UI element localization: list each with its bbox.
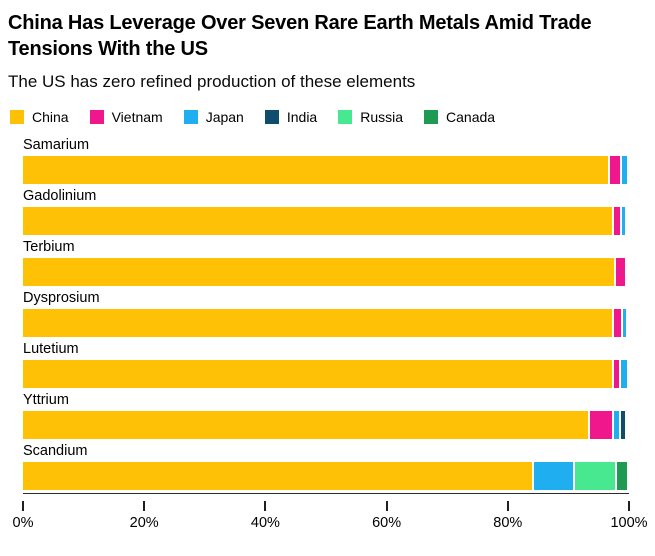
bar-segment-japan bbox=[613, 410, 620, 439]
legend: China Vietnam Japan India Russia Canada bbox=[10, 109, 647, 125]
legend-label-vietnam: Vietnam bbox=[111, 108, 163, 125]
bar-segment-japan bbox=[622, 155, 627, 184]
axis-tick bbox=[22, 500, 24, 511]
legend-label-china: China bbox=[32, 108, 69, 125]
row-label-samarium: Samarium bbox=[23, 136, 90, 153]
legend-item-india: India bbox=[264, 108, 318, 125]
legend-swatch-japan bbox=[183, 109, 198, 124]
bar-segment-vietnam bbox=[613, 206, 620, 235]
row-label-terbium: Terbium bbox=[23, 238, 75, 255]
bar-segment-canada bbox=[616, 461, 627, 490]
legend-label-india: India bbox=[286, 108, 318, 125]
legend-swatch-vietnam bbox=[89, 109, 104, 124]
row-label-lutetium: Lutetium bbox=[23, 340, 79, 357]
bar-segment-china bbox=[23, 359, 612, 388]
bar-segment-japan bbox=[621, 359, 627, 388]
bar-lutetium bbox=[23, 359, 629, 388]
legend-item-russia: Russia bbox=[338, 109, 403, 125]
bar-segment-vietnam bbox=[589, 410, 612, 439]
axis-tick bbox=[506, 500, 509, 511]
bar-segment-china bbox=[23, 461, 532, 490]
axis-tick bbox=[264, 500, 267, 511]
bar-segment-japan bbox=[622, 308, 626, 337]
legend-swatch-canada bbox=[424, 109, 439, 124]
legend-item-canada: Canada bbox=[424, 109, 495, 125]
legend-swatch-china bbox=[10, 109, 24, 124]
bar-segment-russia bbox=[575, 461, 615, 490]
axis-tick-label: 40% bbox=[250, 514, 280, 531]
axis-tick-label: 20% bbox=[129, 514, 159, 531]
axis-tick-label: 0% bbox=[12, 514, 34, 531]
axis-tick-label: 60% bbox=[372, 514, 402, 531]
chart: Samarium Gadolinium Terbium Dysprosium Lutet… bbox=[13, 137, 648, 549]
chart-row-yttrium: Yttrium bbox=[23, 392, 629, 439]
axis-tick bbox=[628, 500, 630, 511]
bar-segment-japan bbox=[621, 206, 626, 235]
page-title: China Has Leverage Over Seven Rare Earth… bbox=[8, 10, 647, 63]
chart-row-dysprosium: Dysprosium bbox=[23, 290, 629, 337]
chart-row-scandium: Scandium bbox=[23, 443, 629, 490]
bar-yttrium bbox=[23, 410, 629, 439]
axis-tick-label: 80% bbox=[493, 514, 523, 531]
bar-segment-china bbox=[23, 206, 612, 235]
bar-segment-vietnam bbox=[613, 308, 621, 337]
bar-segment-china bbox=[23, 257, 614, 286]
legend-item-vietnam: Vietnam bbox=[89, 108, 163, 125]
bar-segment-china bbox=[23, 410, 588, 439]
legend-swatch-india bbox=[264, 109, 279, 124]
legend-item-japan: Japan bbox=[183, 108, 244, 125]
bar-dysprosium bbox=[23, 308, 629, 337]
bar-segment-india bbox=[621, 410, 626, 439]
row-label-yttrium: Yttrium bbox=[23, 391, 69, 408]
chart-rows: Samarium Gadolinium Terbium Dysprosium Lutet… bbox=[23, 137, 629, 490]
bar-segment-japan bbox=[533, 461, 574, 490]
legend-label-japan: Japan bbox=[205, 108, 244, 125]
bar-segment-china bbox=[23, 155, 609, 184]
legend-swatch-russia bbox=[338, 109, 353, 124]
bar-gadolinium bbox=[23, 206, 629, 235]
axis-tick bbox=[143, 500, 146, 511]
bar-samarium bbox=[23, 155, 629, 184]
bar-segment-china bbox=[23, 308, 612, 337]
chart-row-lutetium: Lutetium bbox=[23, 341, 629, 388]
title-line-2: Tensions With the US bbox=[8, 38, 208, 61]
bar-scandium bbox=[23, 461, 629, 490]
row-label-dysprosium: Dysprosium bbox=[23, 289, 100, 306]
legend-item-china: China bbox=[10, 109, 69, 125]
legend-label-russia: Russia bbox=[360, 108, 404, 125]
row-label-scandium: Scandium bbox=[23, 442, 88, 459]
title-line-1: China Has Leverage Over Seven Rare Earth… bbox=[8, 12, 592, 34]
chart-subtitle: The US has zero refined production of th… bbox=[8, 71, 416, 91]
chart-row-samarium: Samarium bbox=[23, 137, 629, 184]
chart-row-gadolinium: Gadolinium bbox=[23, 188, 629, 235]
legend-label-canada: Canada bbox=[446, 108, 496, 125]
axis-tick bbox=[385, 500, 388, 511]
axis-tick-label: 100% bbox=[610, 514, 648, 531]
x-axis: 0% 20% 40% 60% 80% 100% bbox=[13, 492, 648, 549]
bar-segment-vietnam bbox=[610, 155, 621, 184]
chart-row-terbium: Terbium bbox=[23, 239, 629, 286]
bar-terbium bbox=[23, 257, 629, 286]
row-label-gadolinium: Gadolinium bbox=[23, 187, 97, 204]
bar-segment-vietnam bbox=[613, 359, 620, 388]
bar-segment-vietnam bbox=[615, 257, 626, 286]
